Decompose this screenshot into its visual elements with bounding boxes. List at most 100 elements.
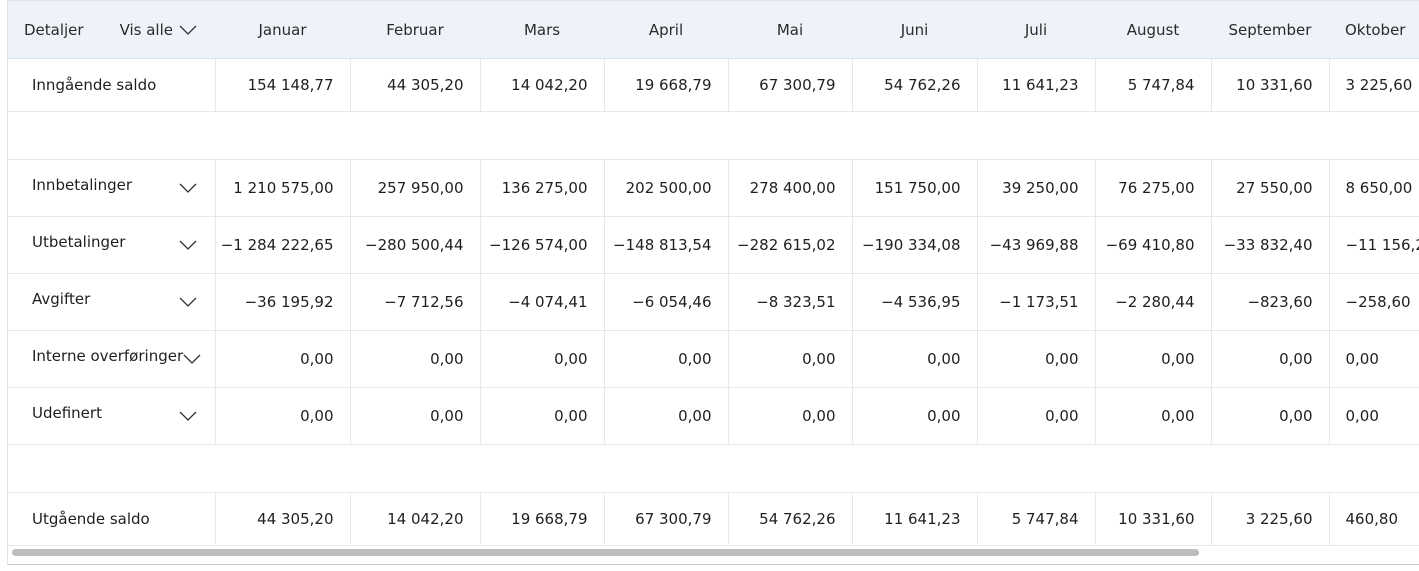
- row-label-opening-balance: Inngående saldo: [8, 58, 216, 112]
- chevron-down-icon[interactable]: [179, 239, 197, 251]
- value-cell: 19 668,79: [604, 58, 729, 112]
- value-cell: 0,00: [350, 330, 481, 388]
- value-cell: −36 195,92: [215, 273, 351, 331]
- month-header: Juni: [852, 1, 977, 59]
- row-label-internal-transfers[interactable]: Interne overføringer: [8, 330, 216, 388]
- value-cell: 10 331,60: [1211, 58, 1330, 112]
- value-cell: −126 574,00: [480, 216, 605, 274]
- cashflow-table-container: Detaljer Vis alle Januar Februar Mars Ap…: [7, 0, 1419, 565]
- value-cell: 202 500,00: [604, 159, 729, 217]
- value-cell: 5 747,84: [1095, 58, 1212, 112]
- row-internal-transfers[interactable]: Interne overføringer 0,00 0,00 0,00 0,00…: [8, 330, 1419, 388]
- value-cell: −2 280,44: [1095, 273, 1212, 331]
- horizontal-scrollbar[interactable]: [7, 547, 1419, 559]
- spacer-row: [8, 444, 1419, 493]
- value-cell: 11 641,23: [852, 492, 978, 546]
- value-cell: 0,00: [1211, 387, 1330, 445]
- value-cell: 67 300,79: [728, 58, 853, 112]
- month-header: September: [1211, 1, 1329, 59]
- value-cell: −33 832,40: [1211, 216, 1330, 274]
- value-cell: 0,00: [977, 330, 1096, 388]
- value-cell: 44 305,20: [215, 492, 351, 546]
- value-cell: 0,00: [1095, 330, 1212, 388]
- value-cell: 0,00: [1329, 330, 1419, 388]
- chevron-down-icon[interactable]: [183, 353, 201, 365]
- header-details-cell: Detaljer Vis alle: [8, 1, 215, 59]
- value-cell: 154 148,77: [215, 58, 351, 112]
- chevron-down-icon: [179, 24, 197, 36]
- value-cell: −7 712,56: [350, 273, 481, 331]
- cashflow-table: Detaljer Vis alle Januar Februar Mars Ap…: [8, 1, 1419, 546]
- scrollbar-thumb[interactable]: [12, 549, 1199, 556]
- value-cell: 76 275,00: [1095, 159, 1212, 217]
- value-cell: 278 400,00: [728, 159, 853, 217]
- value-cell: 0,00: [215, 330, 351, 388]
- value-cell: −148 813,54: [604, 216, 729, 274]
- value-cell: −258,60: [1329, 273, 1419, 331]
- month-header: Februar: [350, 1, 480, 59]
- value-cell: 0,00: [728, 387, 853, 445]
- value-cell: 5 747,84: [977, 492, 1096, 546]
- value-cell: 1 210 575,00: [215, 159, 351, 217]
- value-cell: −823,60: [1211, 273, 1330, 331]
- value-cell: −190 334,08: [852, 216, 978, 274]
- value-cell: 54 762,26: [728, 492, 853, 546]
- row-fees[interactable]: Avgifter −36 195,92 −7 712,56 −4 074,41 …: [8, 273, 1419, 331]
- value-cell: 0,00: [480, 387, 605, 445]
- value-cell: 44 305,20: [350, 58, 481, 112]
- value-cell: −6 054,46: [604, 273, 729, 331]
- month-header: April: [604, 1, 728, 59]
- value-cell: −43 969,88: [977, 216, 1096, 274]
- month-header: Mai: [728, 1, 852, 59]
- row-label-payments-in[interactable]: Innbetalinger: [8, 159, 216, 217]
- value-cell: 0,00: [977, 387, 1096, 445]
- spacer-row: [8, 111, 1419, 160]
- value-cell: 0,00: [604, 387, 729, 445]
- value-cell: −8 323,51: [728, 273, 853, 331]
- value-cell: 257 950,00: [350, 159, 481, 217]
- header-row: Detaljer Vis alle Januar Februar Mars Ap…: [8, 1, 1419, 59]
- value-cell: 8 650,00: [1329, 159, 1419, 217]
- value-cell: 0,00: [215, 387, 351, 445]
- value-cell: 3 225,60: [1329, 58, 1419, 112]
- value-cell: 39 250,00: [977, 159, 1096, 217]
- value-cell: 11 641,23: [977, 58, 1096, 112]
- row-label-undefined[interactable]: Udefinert: [8, 387, 216, 445]
- show-all-label: Vis alle: [119, 20, 173, 39]
- value-cell: 27 550,00: [1211, 159, 1330, 217]
- details-label: Detaljer: [24, 20, 84, 39]
- row-payments-in[interactable]: Innbetalinger 1 210 575,00 257 950,00 13…: [8, 159, 1419, 217]
- value-cell: 0,00: [1211, 330, 1330, 388]
- month-header: Juli: [977, 1, 1095, 59]
- row-opening-balance: Inngående saldo 154 148,77 44 305,20 14 …: [8, 58, 1419, 112]
- chevron-down-icon[interactable]: [179, 410, 197, 422]
- value-cell: −280 500,44: [350, 216, 481, 274]
- month-header: Mars: [480, 1, 604, 59]
- value-cell: 0,00: [852, 387, 978, 445]
- value-cell: 136 275,00: [480, 159, 605, 217]
- value-cell: −11 156,20: [1329, 216, 1419, 274]
- value-cell: 0,00: [728, 330, 853, 388]
- row-undefined[interactable]: Udefinert 0,00 0,00 0,00 0,00 0,00 0,00 …: [8, 387, 1419, 445]
- month-header: Januar: [215, 1, 350, 59]
- value-cell: 10 331,60: [1095, 492, 1212, 546]
- value-cell: −1 173,51: [977, 273, 1096, 331]
- row-payments-out[interactable]: Utbetalinger −1 284 222,65 −280 500,44 −…: [8, 216, 1419, 274]
- row-closing-balance: Utgående saldo 44 305,20 14 042,20 19 66…: [8, 492, 1419, 546]
- value-cell: 14 042,20: [350, 492, 481, 546]
- value-cell: 19 668,79: [480, 492, 605, 546]
- row-label-fees[interactable]: Avgifter: [8, 273, 216, 331]
- row-label-payments-out[interactable]: Utbetalinger: [8, 216, 216, 274]
- chevron-down-icon[interactable]: [179, 182, 197, 194]
- value-cell: 0,00: [852, 330, 978, 388]
- value-cell: 3 225,60: [1211, 492, 1330, 546]
- value-cell: 54 762,26: [852, 58, 978, 112]
- value-cell: 0,00: [350, 387, 481, 445]
- value-cell: 460,80: [1329, 492, 1419, 546]
- value-cell: −282 615,02: [728, 216, 853, 274]
- value-cell: 14 042,20: [480, 58, 605, 112]
- value-cell: −1 284 222,65: [215, 216, 351, 274]
- chevron-down-icon[interactable]: [179, 296, 197, 308]
- show-all-toggle[interactable]: Vis alle: [120, 21, 197, 39]
- value-cell: 0,00: [1095, 387, 1212, 445]
